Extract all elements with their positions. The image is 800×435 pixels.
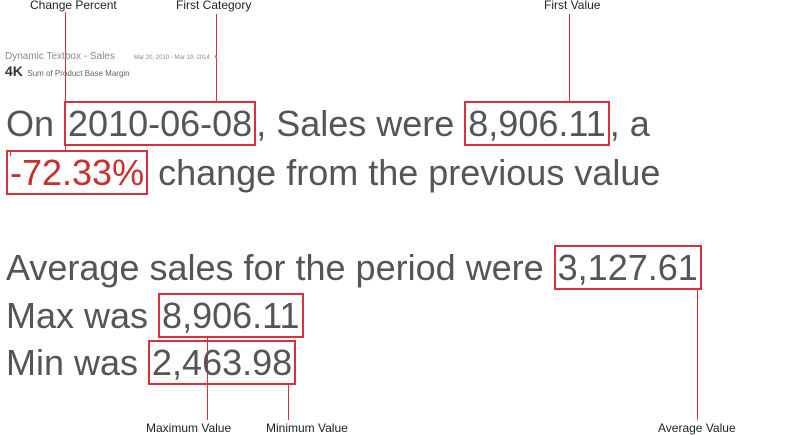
first-value: 8,906.11 bbox=[464, 101, 610, 146]
change-percent-value: -72.33% bbox=[6, 150, 149, 195]
date-range-selector[interactable]: Mar 20, 2010 - Mar 19, 2014 ▾ bbox=[134, 46, 218, 63]
callout-line-change-percent-tick bbox=[10, 150, 11, 156]
chevron-down-icon: ▾ bbox=[214, 54, 218, 61]
average-value: 3,127.61 bbox=[553, 245, 702, 290]
date-range-label: Mar 20, 2010 - Mar 19, 2014 bbox=[133, 55, 210, 61]
kpi-label: Sum of Product Base Margin bbox=[27, 69, 130, 78]
sentence-change: -72.33% change from the previous value bbox=[6, 150, 661, 195]
sentence2-suffix: change from the previous value bbox=[148, 152, 661, 193]
callout-line-maximum-value bbox=[207, 337, 208, 420]
callout-change-percent: Change Percent bbox=[30, 0, 117, 12]
callout-line-change-percent-v bbox=[65, 12, 66, 150]
callout-maximum-value: Maximum Value bbox=[146, 421, 232, 435]
sentence-average: Average sales for the period were 3,127.… bbox=[6, 245, 702, 290]
first-category-value: 2010-06-08 bbox=[64, 101, 257, 146]
callout-line-first-value bbox=[569, 14, 570, 102]
sentence-max: Max was 8,906.11 bbox=[6, 293, 304, 338]
callout-average-value: Average Value bbox=[658, 421, 736, 435]
sentence1-middle: , Sales were bbox=[256, 103, 465, 144]
average-prefix: Average sales for the period were bbox=[6, 247, 554, 288]
sentence1-prefix: On bbox=[6, 103, 65, 144]
callout-line-first-category bbox=[216, 14, 217, 102]
report-header: Dynamic Textbox - Sales Mar 20, 2010 - M… bbox=[5, 46, 218, 64]
min-prefix: Min was bbox=[6, 342, 149, 383]
kpi-value: 4K bbox=[5, 63, 23, 79]
callout-first-category: First Category bbox=[176, 0, 252, 12]
kpi-summary: 4K Sum of Product Base Margin bbox=[5, 63, 130, 81]
sentence-min: Min was 2,463.98 bbox=[6, 340, 297, 385]
callout-line-average-value bbox=[697, 290, 698, 420]
sentence-first-value: On 2010-06-08, Sales were 8,906.11, a bbox=[6, 101, 650, 146]
callout-line-change-percent-h bbox=[10, 150, 66, 151]
report-title: Dynamic Textbox - Sales bbox=[5, 51, 115, 62]
max-prefix: Max was bbox=[6, 295, 159, 336]
minimum-value: 2,463.98 bbox=[148, 340, 297, 385]
sentence1-suffix: , a bbox=[609, 103, 650, 144]
maximum-value: 8,906.11 bbox=[158, 293, 304, 338]
callout-minimum-value: Minimum Value bbox=[266, 421, 348, 435]
callout-first-value: First Value bbox=[544, 0, 601, 12]
callout-line-minimum-value bbox=[288, 385, 289, 420]
